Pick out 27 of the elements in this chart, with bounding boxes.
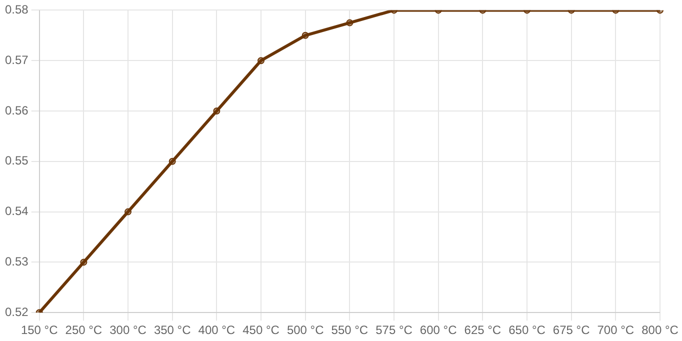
x-tick-label: 150 °C (20, 323, 58, 338)
x-tick-label: 625 °C (464, 323, 502, 338)
x-tick-label: 700 °C (597, 323, 634, 338)
x-tick-label: 350 °C (154, 323, 192, 338)
y-tick-label: 0.53 (4, 254, 29, 269)
y-tick-label: 0.54 (4, 204, 29, 218)
y-tick-label: 0.58 (4, 2, 29, 17)
y-tick-label: 0.57 (4, 52, 29, 67)
y-tick-label: 0.55 (4, 154, 29, 168)
x-tick-label: 400 °C (198, 323, 236, 338)
x-tick-label: 550 °C (331, 323, 368, 338)
y-tick-label: 0.52 (4, 304, 29, 319)
point (80, 258, 88, 266)
point (258, 57, 265, 64)
point (168, 158, 176, 165)
x-tick-label: 650 °C (508, 323, 546, 338)
x-tick-label: 450 °C (242, 323, 280, 338)
x-tick-label: 300 °C (110, 323, 147, 338)
x-tick-label: 675 °C (552, 323, 590, 338)
y-tick-label: 0.56 (4, 103, 29, 118)
x-tick-label: 800 °C (642, 323, 679, 338)
x-tick-label: 600 °C (420, 323, 458, 338)
point (124, 208, 132, 216)
point (213, 108, 220, 114)
x-tick-label: 250 °C (65, 323, 102, 338)
x-tick-label: 575 °C (376, 323, 413, 338)
x-tick-label: 500 °C (286, 323, 324, 338)
